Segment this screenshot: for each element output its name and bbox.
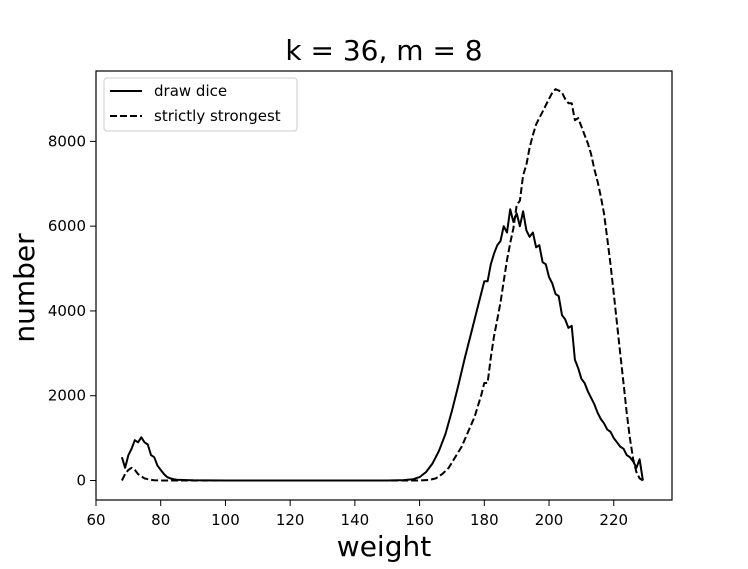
legend-box [103, 77, 298, 132]
x-tick-label: 60 [86, 511, 105, 529]
y-tick-label: 8000 [48, 132, 86, 150]
chart-title: k = 36, m = 8 [285, 34, 482, 67]
x-tick-label: 180 [470, 511, 499, 529]
legend-label-draw-dice: draw dice [154, 82, 227, 100]
x-tick-label: 80 [151, 511, 170, 529]
series-layer [120, 88, 644, 482]
plot-frame [95, 70, 673, 501]
x-tick-label: 160 [405, 511, 434, 529]
x-tick-label: 220 [599, 511, 628, 529]
y-tick-label: 2000 [48, 387, 86, 405]
series-line-draw-dice [120, 208, 644, 482]
axis-ticks: 60 80 100 120 140 160 180 200 220 0 2000 4000 6000 80… [48, 132, 628, 529]
y-axis-label: number [8, 233, 41, 343]
x-tick-label: 100 [211, 511, 240, 529]
x-tick-label: 120 [276, 511, 305, 529]
y-tick-label: 0 [76, 472, 86, 490]
x-axis-label: weight [337, 530, 431, 563]
y-tick-label: 6000 [48, 217, 86, 235]
x-tick-label: 200 [535, 511, 564, 529]
y-tick-label: 4000 [48, 302, 86, 320]
legend: draw dice strictly strongest [103, 77, 298, 132]
legend-label-strictly-strongest: strictly strongest [154, 107, 281, 125]
x-tick-label: 140 [341, 511, 370, 529]
series-line-strictly-strongest [121, 88, 644, 482]
